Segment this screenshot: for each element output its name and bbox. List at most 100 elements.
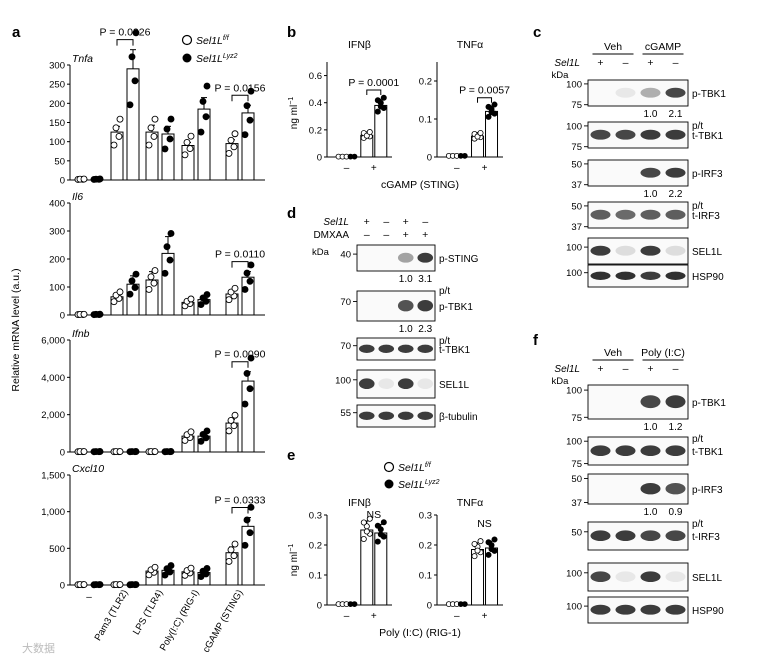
mw-marker: 75 (571, 142, 582, 153)
band-shape (397, 300, 414, 312)
band-shape (640, 530, 661, 542)
band (640, 395, 661, 409)
plot-title: TNFα (457, 497, 483, 509)
subplot-ifnb: 0 2,000 4,000 6,000 Ifnb P = 0.0090 (41, 328, 265, 459)
band (590, 209, 611, 220)
band-shape (615, 87, 636, 98)
data-point-lyz (241, 131, 249, 139)
panel-letter-d: d (287, 205, 296, 222)
band (640, 87, 661, 98)
data-point-lyz (374, 522, 381, 529)
subplot-title: Cxcl10 (72, 463, 104, 475)
gene-label: Sel1L (554, 364, 580, 375)
band (378, 344, 395, 353)
row-label: p-TBK1 (692, 89, 726, 100)
data-point-ff (360, 519, 367, 526)
data-point-ff (231, 540, 239, 548)
data-point-ff (471, 540, 478, 547)
data-point-lyz (243, 516, 251, 524)
data-point-lyz (485, 113, 492, 120)
band (615, 604, 636, 615)
ylabel-unit: ng ml (289, 552, 300, 576)
band-shape (397, 411, 414, 420)
ratio-value: 1.0 (644, 507, 658, 518)
row-label: t-TBK1 (692, 131, 724, 142)
legend-e-ff-label: Sel1Lf/f (398, 462, 432, 474)
band-shape (378, 411, 395, 420)
category-label: LPS (TLR4) (131, 588, 166, 637)
data-point-ff (151, 267, 159, 274)
data-point-lyz (241, 400, 249, 408)
data-point-lyz (243, 102, 251, 110)
ratio-value: 1.0 (644, 422, 658, 433)
data-point-lyz (167, 115, 175, 123)
header-group-2: Poly (I:C) (641, 347, 685, 359)
band (378, 411, 395, 420)
mw-marker: 100 (566, 386, 582, 397)
band-shape (615, 445, 636, 457)
x-tick-minus: – (454, 611, 460, 622)
band-shape (665, 571, 686, 583)
y-tick-label: 0 (427, 153, 432, 164)
pt-label: p/t (692, 201, 703, 212)
panel-e-ylabel: ng ml−1 (288, 544, 300, 577)
band (615, 530, 636, 542)
subplot-tnfa: 0 50 100 150 200 250 300 Tnfa P = 0.0226 P = 0.01… (49, 27, 265, 187)
lane-sign-sel1l: – (383, 216, 389, 228)
y-tick-label: 0.3 (309, 511, 322, 522)
band-shape (590, 271, 611, 280)
band (665, 395, 686, 409)
pt-label: p/t (439, 336, 450, 347)
data-point-lyz (377, 103, 384, 110)
band-shape (665, 604, 686, 615)
data-point-ff (225, 149, 233, 157)
row-label: p-TBK1 (692, 398, 726, 409)
y-tick-label: 0 (60, 581, 65, 592)
lane-sign: – (673, 363, 679, 375)
band-shape (378, 378, 395, 390)
x-tick-plus: + (371, 611, 377, 622)
lane-sign: + (647, 57, 653, 69)
band (640, 129, 661, 140)
legend-e: Sel1Lf/f Sel1LLyz2 (383, 461, 440, 491)
p-value-label: P = 0.0156 (215, 82, 266, 94)
mw-marker: 50 (571, 527, 582, 538)
subplot-title: Tnfa (72, 53, 93, 65)
band-shape (665, 245, 686, 256)
data-point-ff (360, 536, 367, 543)
y-tick-label: 0.1 (309, 571, 322, 582)
band-shape (397, 344, 414, 353)
data-point-lyz (128, 53, 136, 61)
band (665, 571, 686, 583)
band (615, 571, 636, 583)
band-shape (640, 129, 661, 140)
panel-b-xlabel: cGAMP (STING) (381, 179, 459, 191)
band-shape (615, 530, 636, 542)
pt-label: p/t (692, 519, 703, 530)
category-label: Poly(I:C) (RIG-I) (158, 588, 202, 653)
data-point-ff (80, 310, 88, 318)
band-shape (590, 245, 611, 256)
data-point-lyz (132, 581, 140, 588)
subplot-cxcl10: 0 500 1,000 1,500 Cxcl10 P = 0.0333 (41, 463, 265, 592)
mw-marker: 75 (571, 100, 582, 111)
data-point-lyz (96, 581, 104, 588)
panel-b-plots: 0 0.2 0.4 0.6 IFNβ P = 0.0001 – +0 0.1 0.2 TNFα P =… (288, 39, 510, 191)
y-tick-label: 250 (49, 80, 65, 91)
header-group-1: Veh (604, 41, 622, 53)
band (590, 530, 611, 542)
subplot-title: Ifnb (72, 328, 90, 340)
y-tick-label: 100 (49, 137, 65, 148)
row-label: t-IRF3 (692, 532, 720, 543)
bar-lyz (197, 108, 211, 181)
band (640, 571, 661, 583)
plot-title: IFNβ (348, 497, 371, 509)
mw-marker: 55 (340, 408, 351, 419)
subplot-il6: 0 100 200 300 400 Il6 P = 0.0110 (49, 191, 265, 322)
band-shape (615, 604, 636, 615)
mw-marker: 100 (566, 568, 582, 579)
panel_b-plot-0: 0 0.2 0.4 0.6 IFNβ P = 0.0001 – + (309, 39, 400, 174)
band (615, 245, 636, 256)
